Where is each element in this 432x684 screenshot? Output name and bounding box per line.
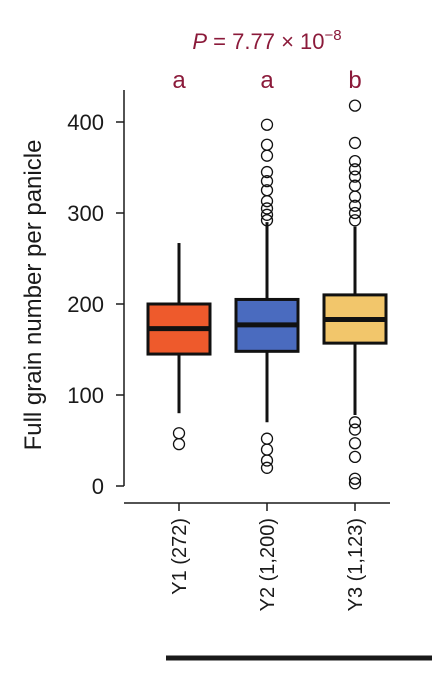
y-axis-label: Full grain number per panicle — [20, 140, 47, 451]
y-tick-label: 0 — [92, 474, 104, 499]
outlier-point — [260, 208, 274, 221]
significance-letter: a — [172, 67, 186, 94]
outlier-point — [260, 195, 274, 208]
x-tick-label: Y2 (1,200) — [257, 518, 279, 611]
y-tick-label: 200 — [67, 292, 104, 317]
outlier-point — [260, 165, 274, 179]
outlier-point — [172, 427, 186, 440]
outlier-point — [260, 174, 274, 188]
outlier-point — [348, 423, 362, 436]
outlier-point — [348, 214, 362, 227]
outlier-point — [348, 416, 362, 429]
outlier-point — [348, 170, 362, 183]
x-tick-label: Y3 (1,123) — [345, 518, 367, 611]
outlier-point — [260, 138, 274, 151]
p-value-prefix: P — [192, 29, 207, 54]
outlier-point — [260, 432, 274, 445]
significance-letter: a — [260, 67, 274, 94]
p-value-exponent: −8 — [325, 27, 342, 44]
outlier-point — [348, 136, 362, 150]
outlier-point — [260, 214, 274, 227]
x-tick-label: Y1 (272) — [169, 518, 191, 595]
outlier-point — [260, 149, 274, 162]
outlier-point — [348, 472, 362, 485]
outlier-point — [348, 163, 362, 176]
outlier-point — [260, 202, 274, 215]
outlier-point — [348, 477, 362, 490]
axes: 0 100 200 300 400 Y1 (272) Y2 (1,200) Y3 (1,123… — [67, 90, 390, 611]
outlier-point — [348, 199, 362, 212]
significance-letter: b — [348, 67, 361, 94]
outlier-point — [260, 454, 274, 467]
outlier-point — [348, 206, 362, 220]
y-tick-label: 100 — [67, 383, 104, 408]
outlier-point — [348, 437, 362, 450]
outlier-point — [348, 154, 362, 168]
outlier-point — [260, 443, 274, 456]
outlier-point — [348, 450, 362, 464]
outlier-point — [260, 118, 274, 131]
y-tick-label: 300 — [67, 201, 104, 226]
p-value-text: = 7.77 × 10 — [207, 29, 324, 54]
y-tick-label: 400 — [67, 110, 104, 135]
p-value-annotation: P = 7.77 × 10−8 — [192, 27, 341, 54]
outlier-point — [348, 99, 362, 112]
outlier-point — [348, 190, 362, 203]
outlier-point — [260, 461, 274, 474]
outlier-point — [172, 437, 186, 451]
